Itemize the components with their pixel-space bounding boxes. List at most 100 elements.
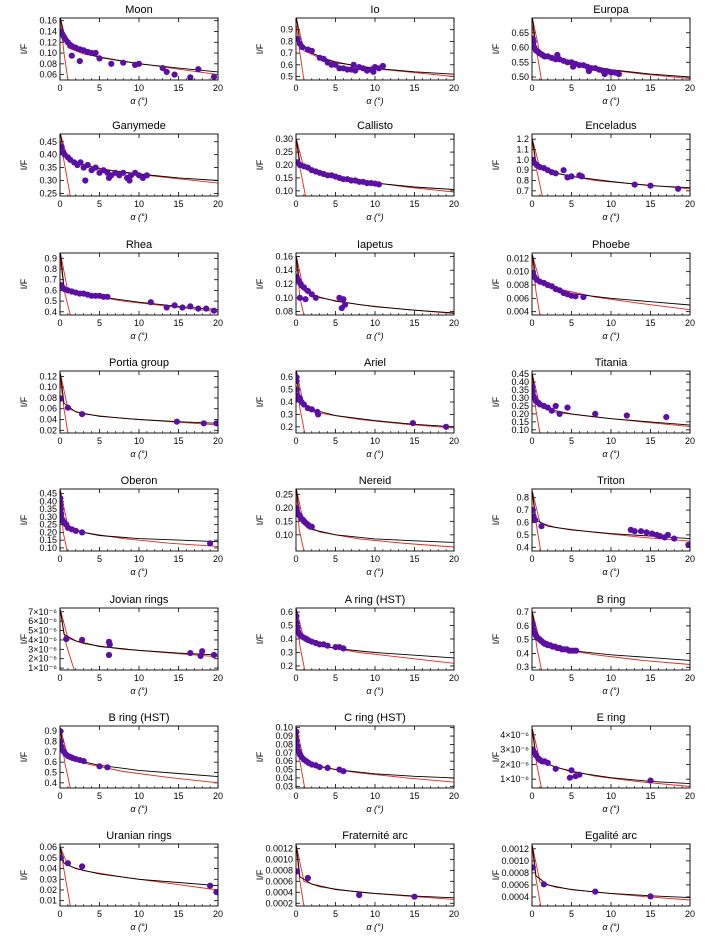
data-point — [171, 71, 178, 78]
data-point — [592, 410, 599, 417]
data-point — [60, 728, 64, 735]
panel-title: Io — [370, 4, 379, 16]
plot-area — [296, 845, 454, 906]
y-tick-label: 0.4 — [44, 778, 57, 788]
y-axis-label: I/F — [255, 43, 265, 54]
x-tick-label: 0 — [293, 318, 298, 328]
y-tick-label: 0.14 — [275, 265, 293, 275]
x-tick-label: 20 — [213, 318, 223, 328]
y-tick-label: 0.15 — [275, 173, 293, 183]
x-tick-label: 15 — [173, 673, 183, 683]
y-tick-label: 0.0008 — [501, 868, 529, 878]
data-point — [308, 406, 315, 413]
x-tick-label: 15 — [173, 909, 183, 919]
y-tick-label: 0.04 — [39, 864, 57, 874]
y-axis-label: I/F — [491, 869, 501, 880]
data-point — [552, 765, 559, 772]
x-axis-label: α (°) — [602, 331, 619, 341]
data-point — [304, 874, 311, 882]
data-point — [308, 291, 315, 298]
y-tick-label: 0.35 — [39, 163, 57, 173]
x-tick-label: 5 — [333, 83, 338, 93]
y-tick-label: 1.1 — [516, 145, 529, 155]
model-curve-red — [60, 609, 218, 658]
plot-area — [60, 490, 218, 551]
y-tick-label: 0.0012 — [501, 844, 529, 854]
data-point — [585, 68, 593, 75]
x-tick-label: 15 — [645, 436, 655, 446]
data-point — [560, 167, 567, 174]
x-tick-label: 20 — [449, 909, 459, 919]
x-axis-label: α (°) — [366, 331, 383, 341]
x-tick-label: 20 — [685, 554, 695, 564]
x-tick-label: 5 — [333, 554, 338, 564]
data-point — [664, 531, 672, 539]
x-tick-label: 15 — [645, 673, 655, 683]
y-tick-label: 4×10⁻⁶ — [500, 730, 529, 740]
x-tick-label: 0 — [293, 791, 298, 801]
panel-title: Oberon — [121, 475, 158, 487]
data-point — [82, 177, 89, 184]
panel-title: Moon — [125, 4, 153, 16]
y-tick-label: 0.01 — [39, 896, 57, 906]
x-tick-label: 20 — [449, 436, 459, 446]
data-point — [532, 516, 539, 524]
x-tick-label: 10 — [606, 909, 616, 919]
panel-portia-group: Portia group α (°) I/F 0 5 10 15 20 0.020.040.06… — [19, 357, 223, 459]
y-tick-label: 0.16 — [39, 16, 57, 26]
data-point — [685, 541, 690, 548]
x-tick-label: 15 — [173, 318, 183, 328]
y-tick-label: 0.10 — [39, 543, 57, 553]
y-tick-label: 0.04 — [39, 415, 57, 425]
panel-title: Uranian rings — [106, 830, 172, 842]
data-point — [637, 528, 645, 535]
y-tick-label: 0.3 — [280, 647, 293, 657]
plot-frame — [59, 488, 219, 552]
y-tick-label: 0.7 — [516, 186, 529, 196]
x-tick-label: 5 — [333, 318, 338, 328]
y-tick-label: 0.4 — [516, 648, 529, 658]
x-tick-label: 15 — [645, 791, 655, 801]
data-point — [663, 414, 670, 421]
data-point — [72, 527, 79, 535]
x-tick-label: 15 — [409, 436, 419, 446]
x-tick-label: 10 — [134, 318, 144, 328]
y-tick-label: 0.012 — [506, 253, 529, 263]
model-curve-red-steep — [60, 376, 69, 433]
x-tick-label: 5 — [333, 436, 338, 446]
y-tick-label: 0.8 — [44, 264, 57, 274]
y-tick-label: 0.06 — [39, 70, 57, 80]
plot-area — [60, 727, 218, 788]
model-curve-black — [60, 847, 218, 887]
x-tick-label: 0 — [293, 909, 298, 919]
y-tick-label: 1×10⁻⁶ — [500, 774, 529, 784]
plot-frame — [59, 607, 219, 671]
model-curve-red — [532, 611, 690, 665]
data-point — [671, 535, 678, 542]
data-point — [647, 893, 654, 900]
x-axis-label: α (°) — [602, 804, 619, 814]
y-axis-label: I/F — [255, 159, 265, 170]
y-tick-label: 1×10⁻⁶ — [28, 663, 57, 673]
panel-title: A ring (HST) — [345, 594, 406, 606]
x-tick-label: 5 — [569, 909, 574, 919]
y-tick-label: 0.05 — [275, 765, 293, 775]
x-tick-label: 15 — [173, 83, 183, 93]
panel-title: Ariel — [364, 357, 386, 369]
model-curve-black — [60, 253, 218, 311]
x-axis-label: α (°) — [130, 449, 147, 459]
plot-frame — [59, 725, 219, 789]
panel-enceladus: Enceladus α (°) I/F 0 5 10 15 20 0.70.80.91.01.1… — [491, 120, 695, 222]
data-point — [601, 71, 608, 78]
y-tick-label: 0.3 — [280, 409, 293, 419]
y-tick-label: 0.0002 — [265, 898, 293, 908]
y-tick-label: 0.0010 — [501, 856, 529, 866]
panel-title: Enceladus — [585, 120, 637, 132]
data-point — [615, 71, 623, 78]
data-point — [187, 303, 194, 310]
x-axis-label: α (°) — [130, 331, 147, 341]
y-axis-label: I/F — [491, 278, 501, 289]
y-tick-label: 0.4 — [280, 634, 293, 644]
y-axis-label: I/F — [491, 43, 501, 54]
y-tick-label: 0.30 — [511, 393, 529, 403]
